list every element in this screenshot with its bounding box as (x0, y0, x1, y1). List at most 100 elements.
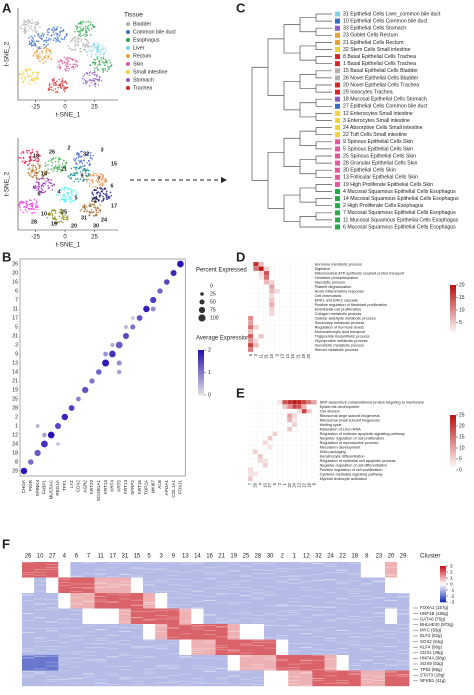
heat-texture (312, 563, 325, 565)
heat-texture (179, 608, 192, 610)
y-tick-label: 3 (15, 342, 18, 348)
cluster-number: 19 (230, 554, 237, 560)
heat-texture (385, 664, 398, 666)
heat-cell (143, 608, 156, 625)
heat-cell (118, 593, 132, 609)
cell-point (44, 54, 47, 57)
heat-texture (360, 645, 373, 646)
heat-cell (155, 624, 168, 640)
heat-texture (118, 584, 131, 586)
leaf-label: 7 Mucosal Squamous Epithelial Cells Esop… (343, 210, 456, 216)
heat-cell (269, 275, 275, 281)
heat-texture (336, 588, 349, 590)
heat-texture (336, 597, 349, 599)
heat-texture (70, 651, 83, 652)
heat-texture (58, 679, 71, 680)
heat-cell (292, 404, 298, 410)
y-tick-label: 24 (12, 441, 18, 447)
heat-cell (301, 449, 307, 455)
heat-cell (247, 462, 254, 468)
colorbar-step (440, 596, 446, 598)
colorbar-step (198, 388, 204, 391)
cell-point (89, 23, 92, 26)
cell-point (66, 61, 69, 64)
heat-texture (143, 571, 156, 573)
heat-texture (58, 636, 71, 638)
cell-point (57, 161, 60, 163)
cell-point (62, 85, 64, 87)
heat-cell (300, 311, 307, 317)
dot (170, 269, 177, 277)
cell-point (95, 172, 97, 175)
cell-point (53, 37, 56, 40)
cell-point (65, 216, 68, 219)
heat-texture (336, 683, 349, 685)
heat-cell (290, 329, 296, 335)
heat-cell (360, 562, 374, 578)
heat-cell (274, 284, 280, 290)
cell-point (52, 27, 54, 29)
cell-point (76, 41, 79, 44)
dendrogram-branch (315, 169, 332, 178)
cell-point (51, 164, 53, 167)
heat-texture (264, 573, 277, 574)
term-label: Digestion (315, 267, 331, 271)
cell-point (41, 176, 44, 178)
cell-point (30, 205, 33, 207)
heat-texture (46, 675, 59, 677)
cell-point (87, 178, 90, 180)
heat-texture (70, 635, 83, 636)
cluster-number: 23 (376, 554, 383, 560)
heat-texture (312, 628, 325, 630)
column-label: 18 (306, 482, 311, 487)
heat-cell (267, 399, 273, 405)
heat-cell (279, 275, 286, 281)
heat-texture (82, 601, 95, 602)
cell-point (95, 73, 97, 76)
cell-point (99, 192, 101, 194)
heat-cell (253, 302, 259, 308)
heat-texture (251, 628, 264, 630)
cell-point (63, 56, 66, 59)
cell-point (67, 192, 70, 194)
cell-point (23, 30, 26, 32)
cell-point (71, 40, 73, 42)
cell-point (36, 153, 38, 156)
cell-point (93, 197, 96, 200)
column-label: 31 (264, 353, 269, 358)
cell-point (92, 173, 94, 176)
cell-point (37, 181, 39, 184)
cell-point (98, 209, 101, 211)
colorbar-label: 10 (459, 445, 465, 451)
heat-cell (257, 422, 263, 428)
cell-point (102, 192, 105, 195)
heat-texture (215, 581, 228, 583)
heat-texture (167, 675, 180, 676)
heat-texture (58, 618, 71, 620)
cluster-label: 6 (110, 183, 113, 189)
heat-cell (155, 670, 168, 687)
cell-point (28, 160, 30, 162)
heat-texture (312, 614, 325, 616)
cell-point (74, 30, 76, 33)
heat-cell (258, 297, 265, 303)
cell-point (88, 162, 91, 165)
cell-point (102, 199, 105, 202)
heat-cell (272, 417, 278, 423)
cell-point (63, 186, 66, 189)
x-tick-label: 0 (63, 105, 67, 111)
heat-texture (167, 609, 180, 611)
cell-point (86, 39, 89, 42)
heat-cell (264, 562, 277, 578)
cell-point (37, 54, 40, 57)
heat-texture (155, 610, 168, 611)
cluster-label: 3 (100, 147, 103, 153)
heat-cell (324, 562, 337, 578)
heat-texture (118, 678, 131, 680)
heat-texture (130, 611, 143, 613)
heat-texture (360, 620, 373, 621)
column-label: 9 (274, 353, 279, 356)
heat-cell (295, 297, 302, 303)
cell-point (89, 34, 92, 36)
heat-texture (179, 633, 192, 635)
